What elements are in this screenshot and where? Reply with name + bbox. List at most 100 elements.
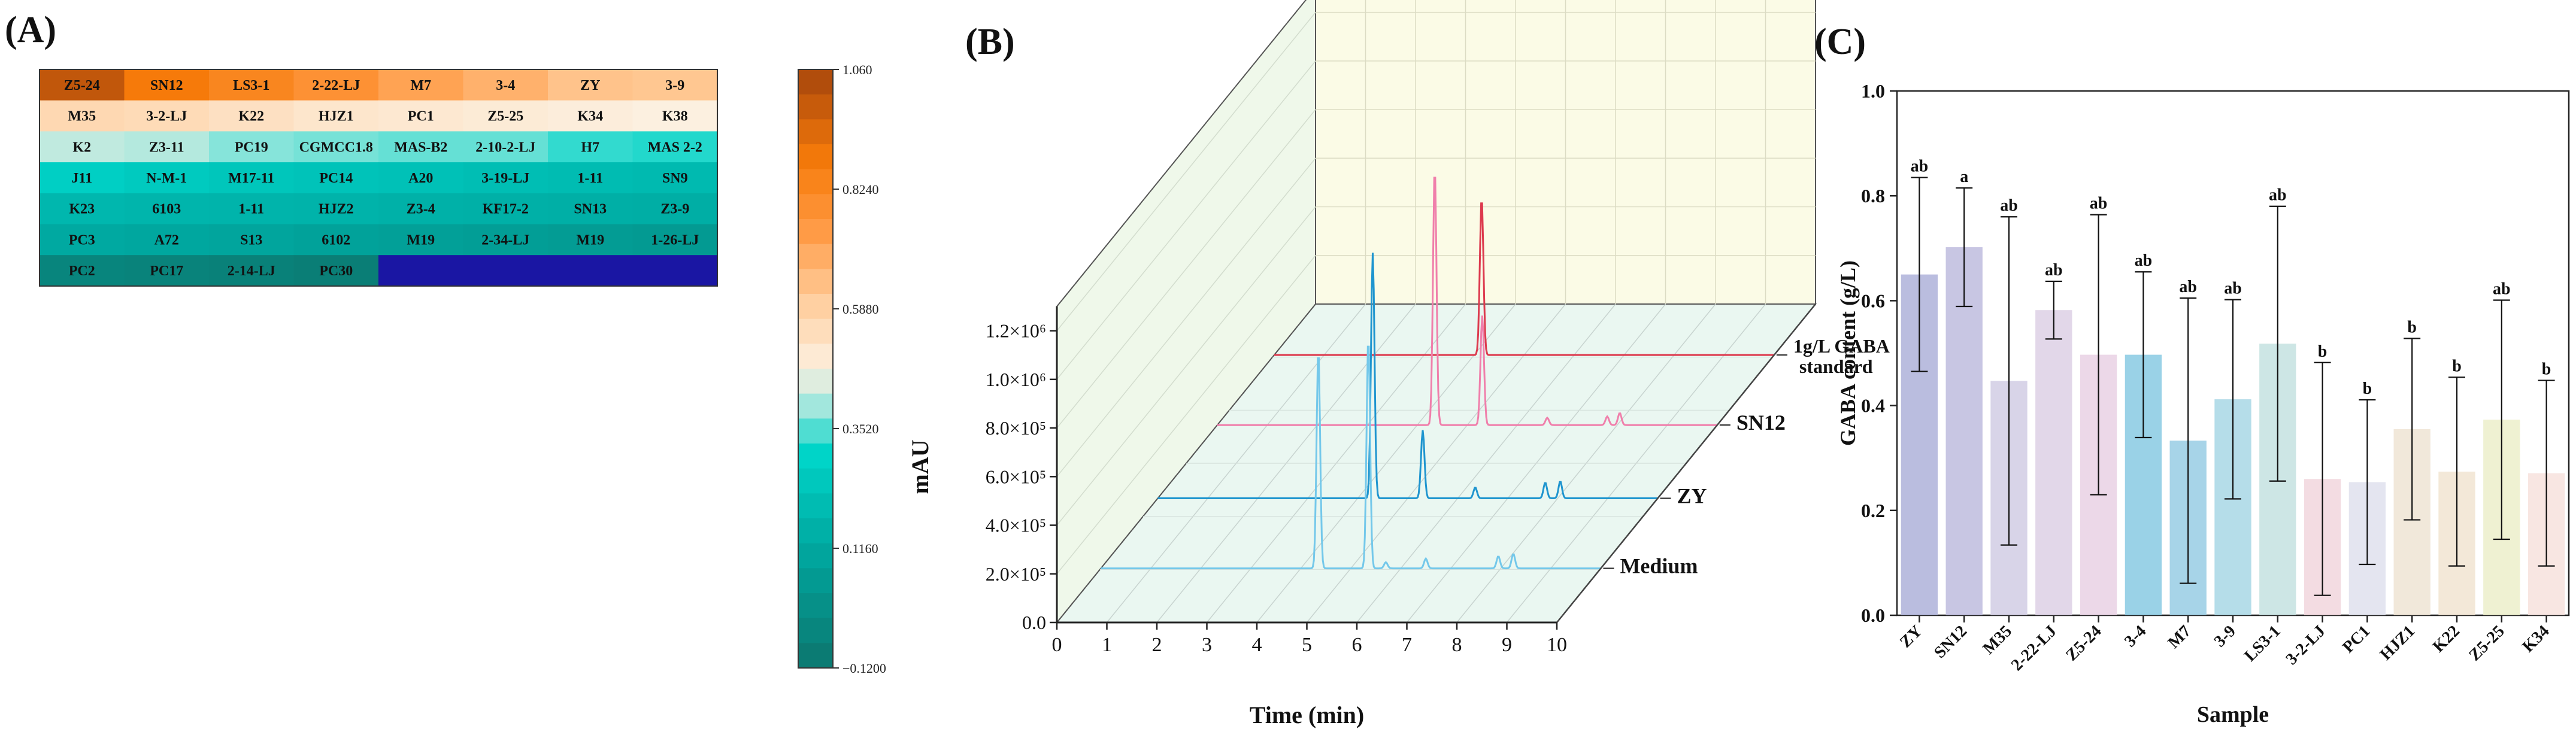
heatmap-cell-label: 2-34-LJ [481, 232, 529, 248]
left-wall-grid-line [1056, 109, 1316, 429]
heatmap-cell [463, 162, 548, 194]
x-tick-label: K22 [2429, 622, 2463, 656]
heatmap-cell [209, 224, 294, 256]
heatmap-cells: Z5-24 SN12 LS3-1 2-22-LJ M7 3-4 ZY 3-9 M35 3-2-LJ… [39, 69, 718, 287]
heatmap-cell-label: 3-9 [665, 78, 684, 93]
heatmap-cell-label: PC3 [69, 232, 95, 248]
heatmap-cell [548, 131, 633, 163]
series-label: 1g/L GABA [1793, 335, 1890, 357]
heatmap-cell-label: K34 [577, 109, 603, 124]
y-axis-title: GABA content (g/L) [1836, 260, 1860, 446]
significance-label: ab [2090, 195, 2108, 213]
heatmap-cell [378, 100, 463, 132]
heatmap-cell-label: HJZ1 [319, 109, 354, 124]
x-tick-label: LS3-1 [2241, 622, 2284, 666]
heatmap-cell [632, 69, 718, 101]
x-tick-label: 3-4 [2121, 622, 2150, 651]
x-axis-title: Time (min) [1250, 701, 1364, 728]
significance-label: ab [2224, 280, 2242, 298]
heatmap-cell-label: K2 [72, 139, 91, 155]
x-tick-label: 7 [1402, 634, 1412, 656]
heatmap-cell-label: M17-11 [228, 171, 274, 186]
x-tick-label: HJZ1 [2377, 622, 2419, 664]
heatmap-cell-label: 1-11 [577, 171, 603, 186]
chromatogram-3d-frame [1055, 0, 1817, 624]
colorbar-tick-label: 0.8240 [842, 182, 879, 197]
heatmap-cell [293, 224, 379, 256]
heatmap-cell-label: KF17-2 [483, 202, 529, 217]
significance-label: b [2407, 318, 2417, 336]
significance-label: ab [1911, 157, 1929, 176]
colorbar-band [798, 618, 833, 643]
left-wall-grid-line [1056, 255, 1316, 575]
heatmap-cell [293, 193, 379, 224]
y-tick-label: 2.0×10⁵ [986, 563, 1046, 585]
x-tick-label: ZY [1896, 622, 1926, 651]
x-tick-label: Z5-25 [2465, 622, 2508, 664]
heatmap-cell-label: J11 [71, 171, 92, 186]
colorbar-band [798, 568, 833, 594]
heatmap-cell [378, 131, 463, 163]
series-line [1157, 253, 1658, 499]
y-tick-label: 1.2×10⁶ [986, 320, 1046, 342]
heatmap-cell [40, 224, 125, 256]
heatmap-cell [40, 162, 125, 194]
x-tick-label: 4 [1252, 634, 1262, 656]
x-tick-label: 9 [1502, 634, 1512, 656]
heatmap-cell [209, 131, 294, 163]
y-tick-label: 1.0×10⁶ [986, 369, 1046, 390]
chromatogram-axes: 0 1 2 3 4 5 6 7 8 9 10 Time (min) 0.0 2.0×10⁵ 4.0×10⁵ 6… [907, 303, 1816, 728]
heatmap-cell [124, 162, 210, 194]
heatmap-cell-label: Z3-11 [149, 139, 184, 155]
panel-a-heatmap: (A) Z5-24 SN12 LS3-1 2-22-LJ M7 3-4 ZY 3-9 M35 3-… [5, 10, 886, 676]
heatmap-cell [40, 193, 125, 224]
colorbar-band [798, 444, 833, 469]
panel-c-label: (C) [1814, 22, 1866, 62]
heatmap-cell-label: MAS-B2 [394, 139, 447, 155]
heatmap-cell-label: 1-26-LJ [651, 232, 699, 248]
heatmap-cell [548, 100, 633, 132]
series-line [1217, 177, 1717, 426]
heatmap-cell [548, 224, 633, 256]
colorbar-band [798, 169, 833, 195]
heatmap-cell-label: A20 [408, 171, 433, 186]
x-tick-label: 2 [1152, 634, 1162, 656]
bar [1945, 247, 1983, 616]
heatmap-cell [40, 255, 125, 287]
colorbar-tick-label: 1.060 [842, 62, 872, 77]
heatmap-cell-label: PC2 [69, 263, 95, 279]
heatmap-cell [632, 131, 718, 163]
x-tick-label: 3-9 [2211, 622, 2239, 651]
heatmap-cell-label: K22 [238, 109, 264, 124]
heatmap-cell-label: 6102 [322, 232, 350, 248]
colorbar-band [798, 294, 833, 320]
colorbar-tick-label: 0.5880 [842, 302, 879, 317]
left-wall-grid-line [1056, 12, 1316, 332]
heatmap-cell-label: 1-11 [238, 202, 264, 217]
colorbar-band [798, 593, 833, 619]
y-tick-label: 1.0 [1861, 80, 1885, 102]
colorbar-band [798, 369, 833, 394]
heatmap-cell-label: PC14 [319, 171, 353, 186]
heatmap-border [39, 69, 718, 287]
heatmap-cell [124, 69, 210, 101]
heatmap-cell-label: A72 [154, 232, 179, 248]
heatmap-cell-label: N-M-1 [146, 171, 187, 186]
heatmap-cell-label: M35 [68, 109, 96, 124]
heatmap-cell-label: SN12 [150, 78, 183, 93]
series-line [1274, 202, 1774, 356]
heatmap-cell [124, 100, 210, 132]
x-tick-label: 0 [1052, 634, 1062, 656]
bar [2035, 310, 2072, 615]
left-wall-grid-line [1056, 206, 1316, 526]
heatmap-cell-label: 3-4 [496, 78, 515, 93]
heatmap-cell [378, 162, 463, 194]
heatmap-cell-label: CGMCC1.8 [299, 139, 373, 155]
x-tick-label: 8 [1452, 634, 1462, 656]
colorbar-band [798, 418, 833, 444]
heatmap-cell [293, 69, 379, 101]
colorbar-band [798, 194, 833, 220]
x-tick-label: K34 [2519, 622, 2553, 656]
heatmap-cell [293, 255, 379, 287]
